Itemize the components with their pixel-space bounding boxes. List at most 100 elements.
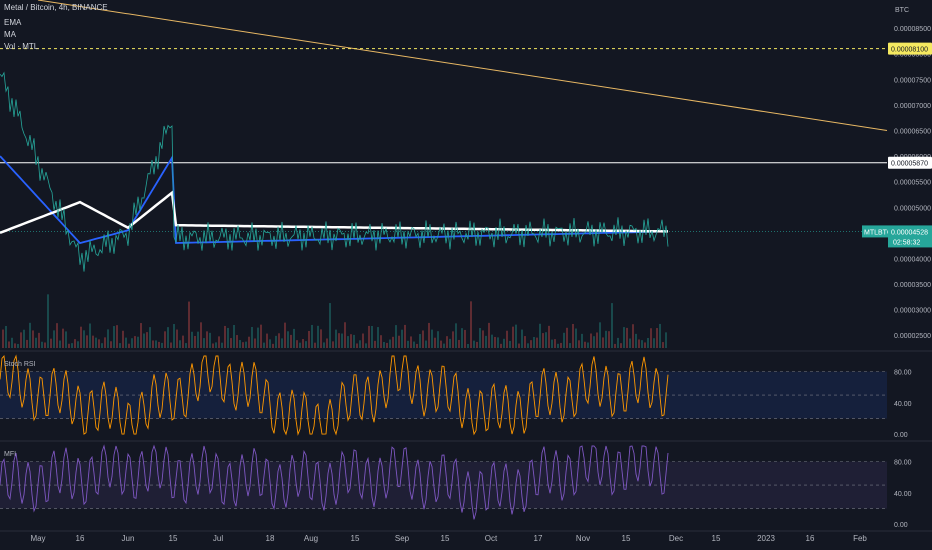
volume-bar [44, 342, 46, 348]
time-axis[interactable]: May 16 Jun 15 Jul 18 Aug 15 Sep 15 Oct 17 Nov 15 Dec 15… [30, 534, 867, 543]
volume-bar [632, 324, 634, 348]
volume-bar [128, 343, 130, 348]
volume-bar [554, 339, 556, 348]
volume-bar [425, 340, 427, 348]
volume-bar [302, 339, 304, 348]
volume-bar [131, 338, 133, 348]
price-badges: 0.00008100 0.00005870 MTLBTC 0.00004528 02:5… [862, 42, 932, 248]
date-tick-label: Oct [485, 534, 498, 543]
volume-bar [407, 340, 409, 348]
volume-bar [8, 341, 10, 348]
volume-bar [389, 339, 391, 348]
volume-bar [107, 329, 109, 348]
volume-bar [311, 324, 313, 348]
volume-bar [239, 340, 241, 348]
volume-bar [437, 331, 439, 348]
ema-legend[interactable]: EMA [4, 18, 22, 27]
volume-bar [236, 335, 238, 348]
volume-bar [509, 340, 511, 348]
volume-bar [263, 342, 265, 348]
date-tick-label: 17 [534, 534, 543, 543]
volume-bar [74, 339, 76, 348]
volume-bar [503, 338, 505, 348]
volume-bar [377, 327, 379, 348]
volume-bar [413, 341, 415, 348]
volume-bar [227, 327, 229, 348]
volume-bar [206, 331, 208, 348]
volume-bar [20, 332, 22, 348]
volume-bar [89, 323, 91, 348]
date-tick-label: 15 [351, 534, 360, 543]
volume-bar [80, 326, 82, 348]
volume-bar [164, 331, 166, 348]
volume-bar [524, 336, 526, 348]
volume-bar [287, 331, 289, 348]
symbol-badge [862, 225, 888, 238]
volume-bar [176, 329, 178, 348]
volume-bar [266, 333, 268, 348]
volume-bar [662, 342, 664, 348]
volume-bar [458, 339, 460, 348]
volume-bar [485, 335, 487, 348]
date-tick-label: 16 [76, 534, 85, 543]
volume-bar [53, 330, 55, 348]
date-tick-label: 15 [622, 534, 631, 543]
volume-bar [356, 343, 358, 348]
osc-tick-label: 0.00 [894, 432, 908, 439]
date-tick-label: Sep [395, 534, 410, 543]
volume-bar [605, 330, 607, 348]
volume-bar [29, 322, 31, 348]
volume-bar [209, 332, 211, 348]
volume-bar [422, 330, 424, 348]
volume-bar [92, 335, 94, 348]
price-tick-label: 0.00007000 [894, 103, 931, 110]
volume-bar [2, 329, 4, 348]
price-tick-label: 0.00006500 [894, 129, 931, 136]
volume-bar [398, 335, 400, 348]
volume-bar [515, 324, 517, 348]
volume-bar [230, 338, 232, 348]
price-tick-label: 0.00003000 [894, 308, 931, 315]
volume-bar [38, 332, 40, 348]
volume-bar [623, 327, 625, 348]
volume-bar [197, 331, 199, 348]
volume-bar [119, 343, 121, 348]
volume-bar [635, 333, 637, 348]
volume-bar [386, 342, 388, 348]
symbol-title: Metal / Bitcoin, 4h, BINANCE [4, 3, 108, 12]
volume-bar [419, 334, 421, 348]
volume-bar [542, 333, 544, 348]
volume-bar [344, 322, 346, 348]
volume-bar [380, 335, 382, 348]
ma-legend[interactable]: MA [4, 30, 16, 39]
volume-bar [572, 323, 574, 348]
date-tick-label: 15 [712, 534, 721, 543]
price-tick-label: 0.00003500 [894, 282, 931, 289]
volume-bar [212, 343, 214, 348]
date-tick-label: 16 [806, 534, 815, 543]
volume-bar [332, 341, 334, 348]
volume-bar [308, 330, 310, 348]
volume-bar [317, 325, 319, 348]
volume-bar [341, 333, 343, 348]
volume-bar [272, 343, 274, 348]
mfi-label: MFI [4, 451, 16, 458]
date-tick-label: Feb [853, 534, 867, 543]
volume-bar [47, 294, 49, 348]
volume-bar [455, 323, 457, 348]
volume-bar [134, 336, 136, 348]
volume-bar [281, 338, 283, 348]
mfi-pane [0, 444, 887, 520]
volume-bar [362, 333, 364, 348]
volume-bar [659, 323, 661, 348]
volume-bar [629, 338, 631, 348]
volume-bar [593, 336, 595, 348]
volume-bar [470, 301, 472, 348]
volume-bar [383, 341, 385, 348]
volume-bar [95, 337, 97, 348]
volume-legend[interactable]: Vol · MTL [4, 42, 39, 51]
price-tick-label: 0.00008500 [894, 26, 931, 33]
volume-bar [56, 323, 58, 348]
volume-bar [548, 325, 550, 348]
volume-bar [374, 340, 376, 348]
